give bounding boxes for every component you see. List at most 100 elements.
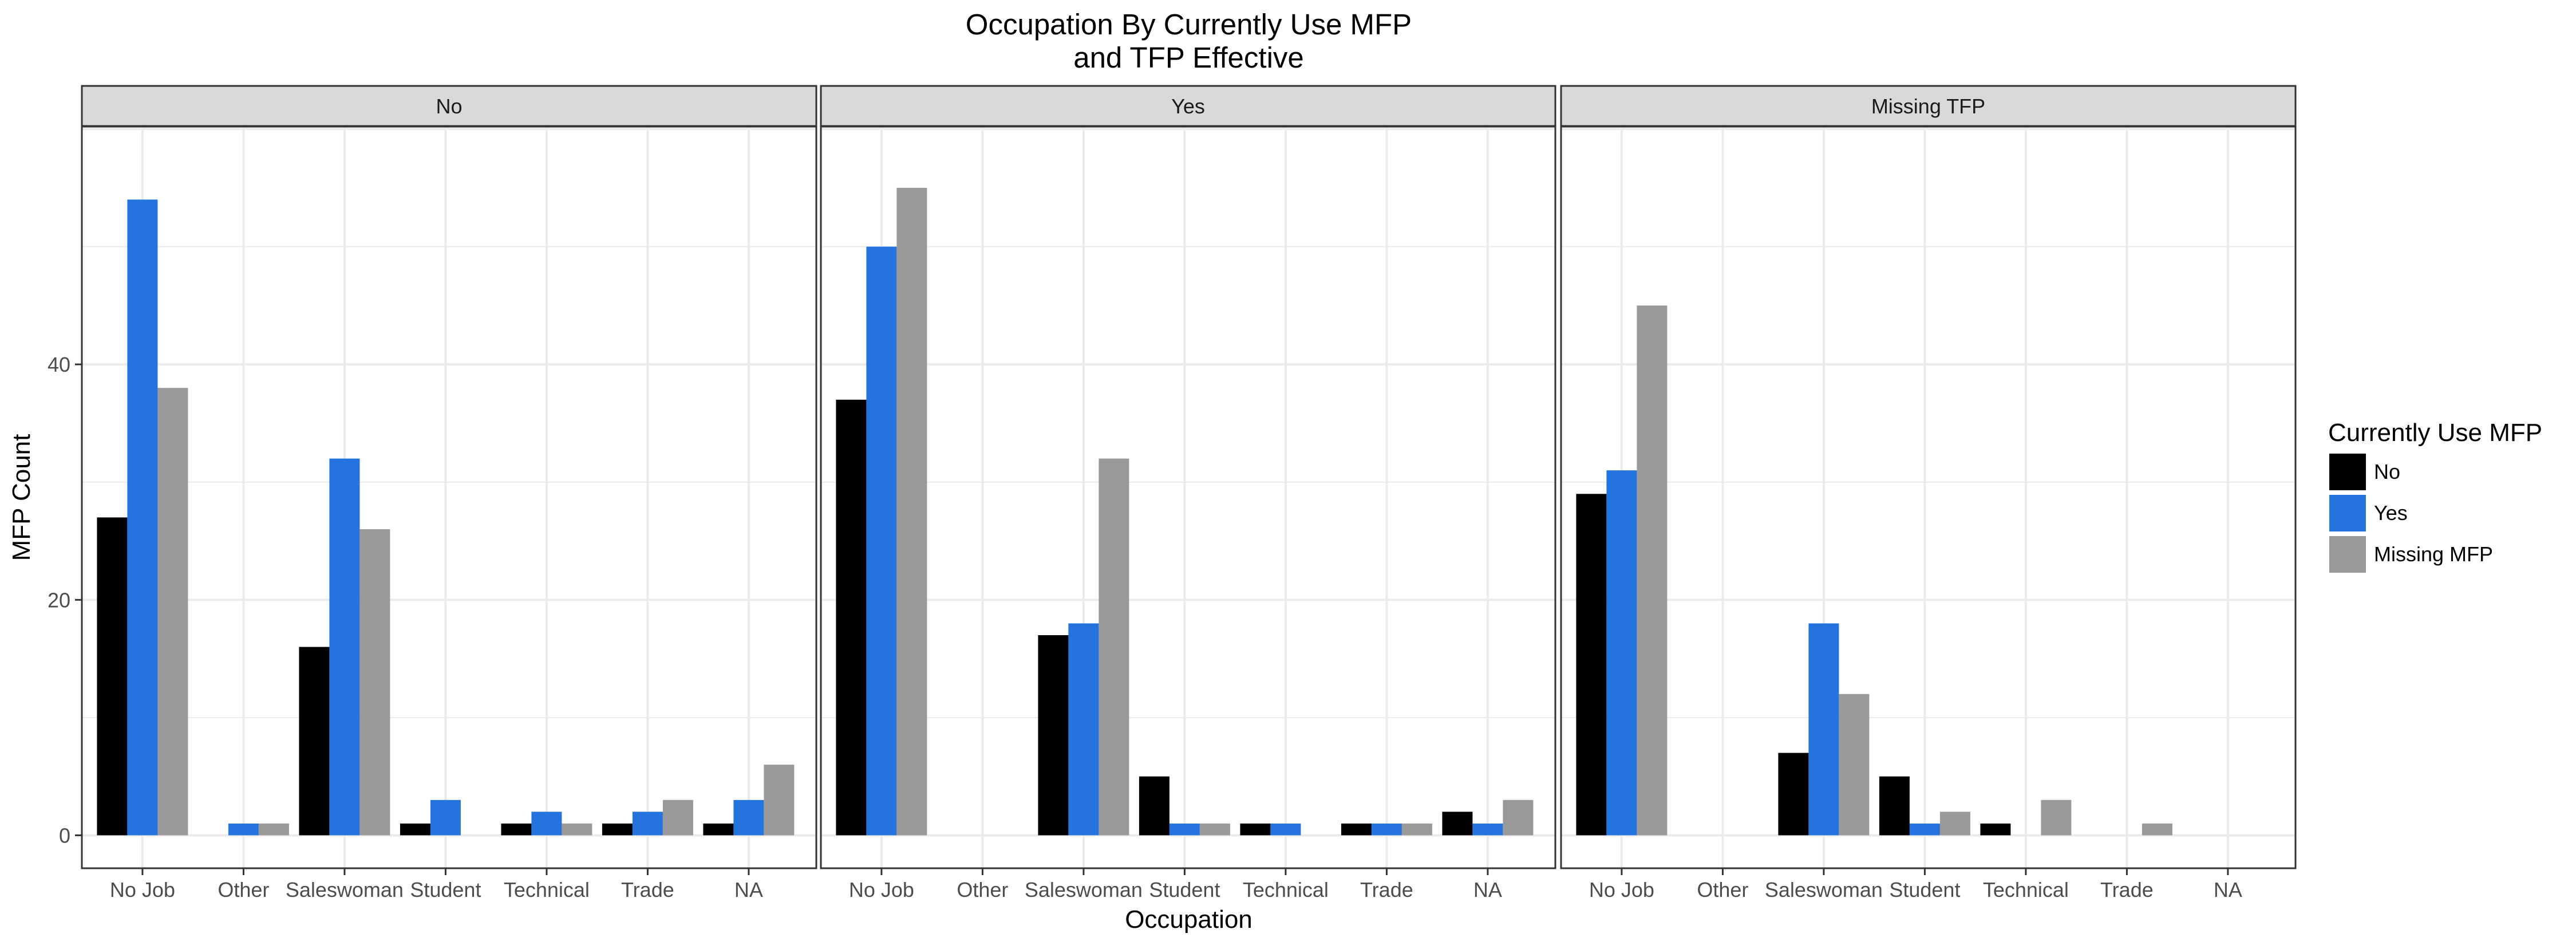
bars	[97, 199, 795, 836]
facet-panel-no: No No Job Other Saleswoman Student Technical T…	[48, 85, 817, 901]
x-tick-label: Technical	[1983, 878, 2069, 901]
bar-yes-technical	[531, 812, 562, 836]
x-tick-label: Technical	[1243, 878, 1329, 901]
legend-label: Yes	[2374, 501, 2408, 525]
bar-no-no-job	[836, 399, 867, 836]
x-tick-label: Trade	[621, 878, 674, 901]
plot-panel	[82, 127, 816, 868]
facet-strip-label: No	[436, 94, 462, 118]
facet-strip-label: Missing TFP	[1871, 94, 1985, 118]
legend-key-missing-mfp	[2329, 536, 2366, 573]
legend-title: Currently Use MFP	[2328, 419, 2542, 447]
facet-panels: No No Job Other Saleswoman Student Technical T…	[48, 85, 2297, 901]
bar-missing-mfp-technical	[2041, 800, 2072, 836]
bar-no-na	[1442, 812, 1473, 836]
bar-no-na	[703, 823, 734, 836]
bar-missing-mfp-saleswoman	[1839, 694, 1870, 836]
bar-yes-na	[733, 800, 764, 836]
bar-no-trade	[602, 823, 633, 836]
bar-no-saleswoman	[1038, 635, 1069, 836]
bars	[1576, 305, 2172, 836]
bar-no-technical	[501, 823, 532, 836]
x-tick-label: Other	[218, 878, 269, 901]
legend-label: Missing MFP	[2374, 542, 2493, 566]
plot-panel	[821, 127, 1555, 868]
x-tick-label: Student	[410, 878, 481, 901]
bar-missing-mfp-saleswoman	[1099, 458, 1129, 836]
bar-yes-saleswoman	[329, 458, 360, 836]
x-tick-label: Student	[1889, 878, 1960, 901]
x-tick-label: Saleswoman	[1765, 878, 1883, 901]
legend-key-yes	[2329, 495, 2366, 531]
legend-key-no	[2329, 454, 2366, 490]
x-tick-label: Saleswoman	[286, 878, 404, 901]
bar-yes-technical	[1270, 823, 1301, 836]
panel-border	[81, 125, 817, 869]
bar-yes-student	[1169, 823, 1200, 836]
panel-border	[1560, 125, 2297, 869]
bar-no-student	[400, 823, 430, 836]
bar-no-student	[1139, 776, 1170, 836]
bar-no-technical	[1980, 823, 2011, 836]
grid-lines	[82, 127, 816, 868]
bar-yes-saleswoman	[1068, 623, 1099, 836]
y-axis-label: MFP Count	[7, 434, 35, 561]
x-tick-label: NA	[2214, 878, 2242, 901]
bar-missing-mfp-no-job	[1637, 305, 1668, 836]
bar-missing-mfp-no-job	[896, 187, 927, 836]
y-tick-label: 40	[48, 353, 70, 376]
legend-label: No	[2374, 460, 2400, 483]
y-tick-label: 0	[59, 824, 70, 847]
bar-missing-mfp-trade	[1401, 823, 1432, 836]
bar-yes-student	[430, 800, 461, 836]
bar-missing-mfp-saleswoman	[359, 529, 390, 836]
bar-yes-no-job	[127, 199, 158, 836]
bar-no-student	[1879, 776, 1910, 836]
x-tick-label: Trade	[1360, 878, 1413, 901]
chart-title-line: and TFP Effective	[1073, 41, 1304, 74]
bar-no-saleswoman	[1778, 753, 1809, 836]
bar-missing-mfp-trade	[662, 800, 693, 836]
bar-no-no-job	[97, 517, 128, 836]
x-tick-label: No Job	[1589, 878, 1654, 901]
x-tick-label: No Job	[110, 878, 175, 901]
bar-yes-student	[1909, 823, 1940, 836]
x-tick-label: Other	[957, 878, 1008, 901]
bar-missing-mfp-technical	[562, 823, 592, 836]
facet-panel-yes: Yes No Job Other Saleswoman Student Technical…	[820, 85, 1556, 901]
x-tick-label: Student	[1149, 878, 1220, 901]
chart-title: Occupation By Currently Use MFP and TFP E…	[966, 8, 1412, 74]
bar-no-no-job	[1576, 494, 1607, 836]
bar-missing-mfp-no-job	[157, 388, 188, 836]
bar-yes-trade	[632, 812, 663, 836]
bar-yes-no-job	[1606, 470, 1637, 836]
x-tick-label: Saleswoman	[1025, 878, 1143, 901]
x-tick-label: NA	[1473, 878, 1502, 901]
x-tick-label: Other	[1697, 878, 1748, 901]
facet-strip-no	[81, 85, 817, 127]
bar-yes-no-job	[866, 246, 897, 836]
bar-missing-mfp-trade	[2142, 823, 2172, 836]
facet-panel-missing-tfp: Missing TFP No Job Other Saleswoman Student T…	[1560, 85, 2297, 901]
bar-no-trade	[1341, 823, 1372, 836]
bar-yes-other	[228, 823, 259, 836]
x-tick-label: No Job	[849, 878, 914, 901]
bar-missing-mfp-other	[258, 823, 289, 836]
plot-panel	[1561, 127, 2296, 868]
bar-missing-mfp-na	[1503, 800, 1534, 836]
panel-border	[820, 125, 1556, 869]
facet-strip-label: Yes	[1171, 94, 1205, 118]
bar-no-saleswoman	[299, 647, 330, 836]
x-tick-label: Technical	[504, 878, 590, 901]
bar-yes-trade	[1371, 823, 1402, 836]
y-tick-label: 20	[48, 588, 70, 612]
bar-missing-mfp-student	[1939, 812, 1970, 836]
x-tick-label: Trade	[2100, 878, 2154, 901]
bar-yes-saleswoman	[1808, 623, 1839, 836]
x-tick-label: NA	[734, 878, 763, 901]
chart-title-line: Occupation By Currently Use MFP	[966, 8, 1412, 41]
facet-strip-yes	[820, 85, 1556, 127]
bar-yes-na	[1472, 823, 1503, 836]
bar-missing-mfp-na	[764, 765, 795, 836]
